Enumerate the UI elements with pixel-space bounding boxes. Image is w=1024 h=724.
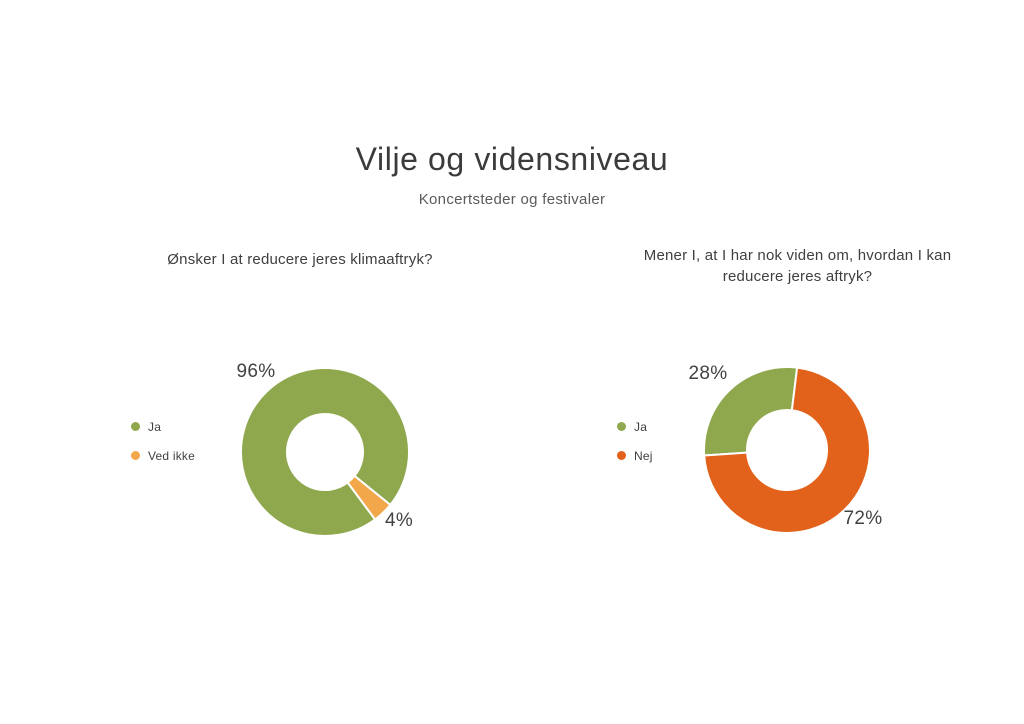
legend-label: Ja [148, 419, 162, 434]
legend-dot-ja [131, 422, 140, 431]
legend-dot-nej [617, 451, 626, 460]
data-label-28: 28% [688, 363, 728, 384]
chart-question-viden: Mener I, at I har nok viden om, hvordan … [643, 247, 952, 285]
chart-question-klimaaftryk: Ønsker I at reducere jeres klimaaftryk? [167, 251, 433, 268]
pie-slice-ja[interactable] [703, 366, 799, 457]
data-label-96: 96% [236, 361, 276, 382]
donut-chart-viden[interactable] [692, 355, 882, 545]
legend-item-ja[interactable]: Ja [131, 419, 195, 434]
legend-label: Ja [634, 419, 648, 434]
legend-item-ved-ikke[interactable]: Ved ikke [131, 448, 195, 463]
donut-chart-klimaaftryk[interactable] [230, 357, 420, 547]
legend-item-nej[interactable]: Nej [617, 448, 653, 463]
page-title: Vilje og vidensniveau [355, 141, 669, 177]
legend-label: Nej [634, 448, 653, 463]
data-label-4: 4% [384, 510, 414, 531]
pie-slice-ved-ikke[interactable] [346, 474, 392, 521]
pie-slice-nej[interactable] [703, 366, 871, 534]
pie-slice-ja[interactable] [240, 367, 410, 538]
legend-dot-ved-ikke [131, 451, 140, 460]
legend-right: Ja Nej [617, 420, 653, 478]
legend-dot-ja [617, 422, 626, 431]
legend-left: Ja Ved ikke [131, 420, 195, 478]
legend-item-ja[interactable]: Ja [617, 419, 653, 434]
data-label-72: 72% [843, 508, 883, 529]
page-subtitle: Koncertsteder og festivaler [418, 191, 606, 208]
legend-label: Ved ikke [148, 448, 195, 463]
